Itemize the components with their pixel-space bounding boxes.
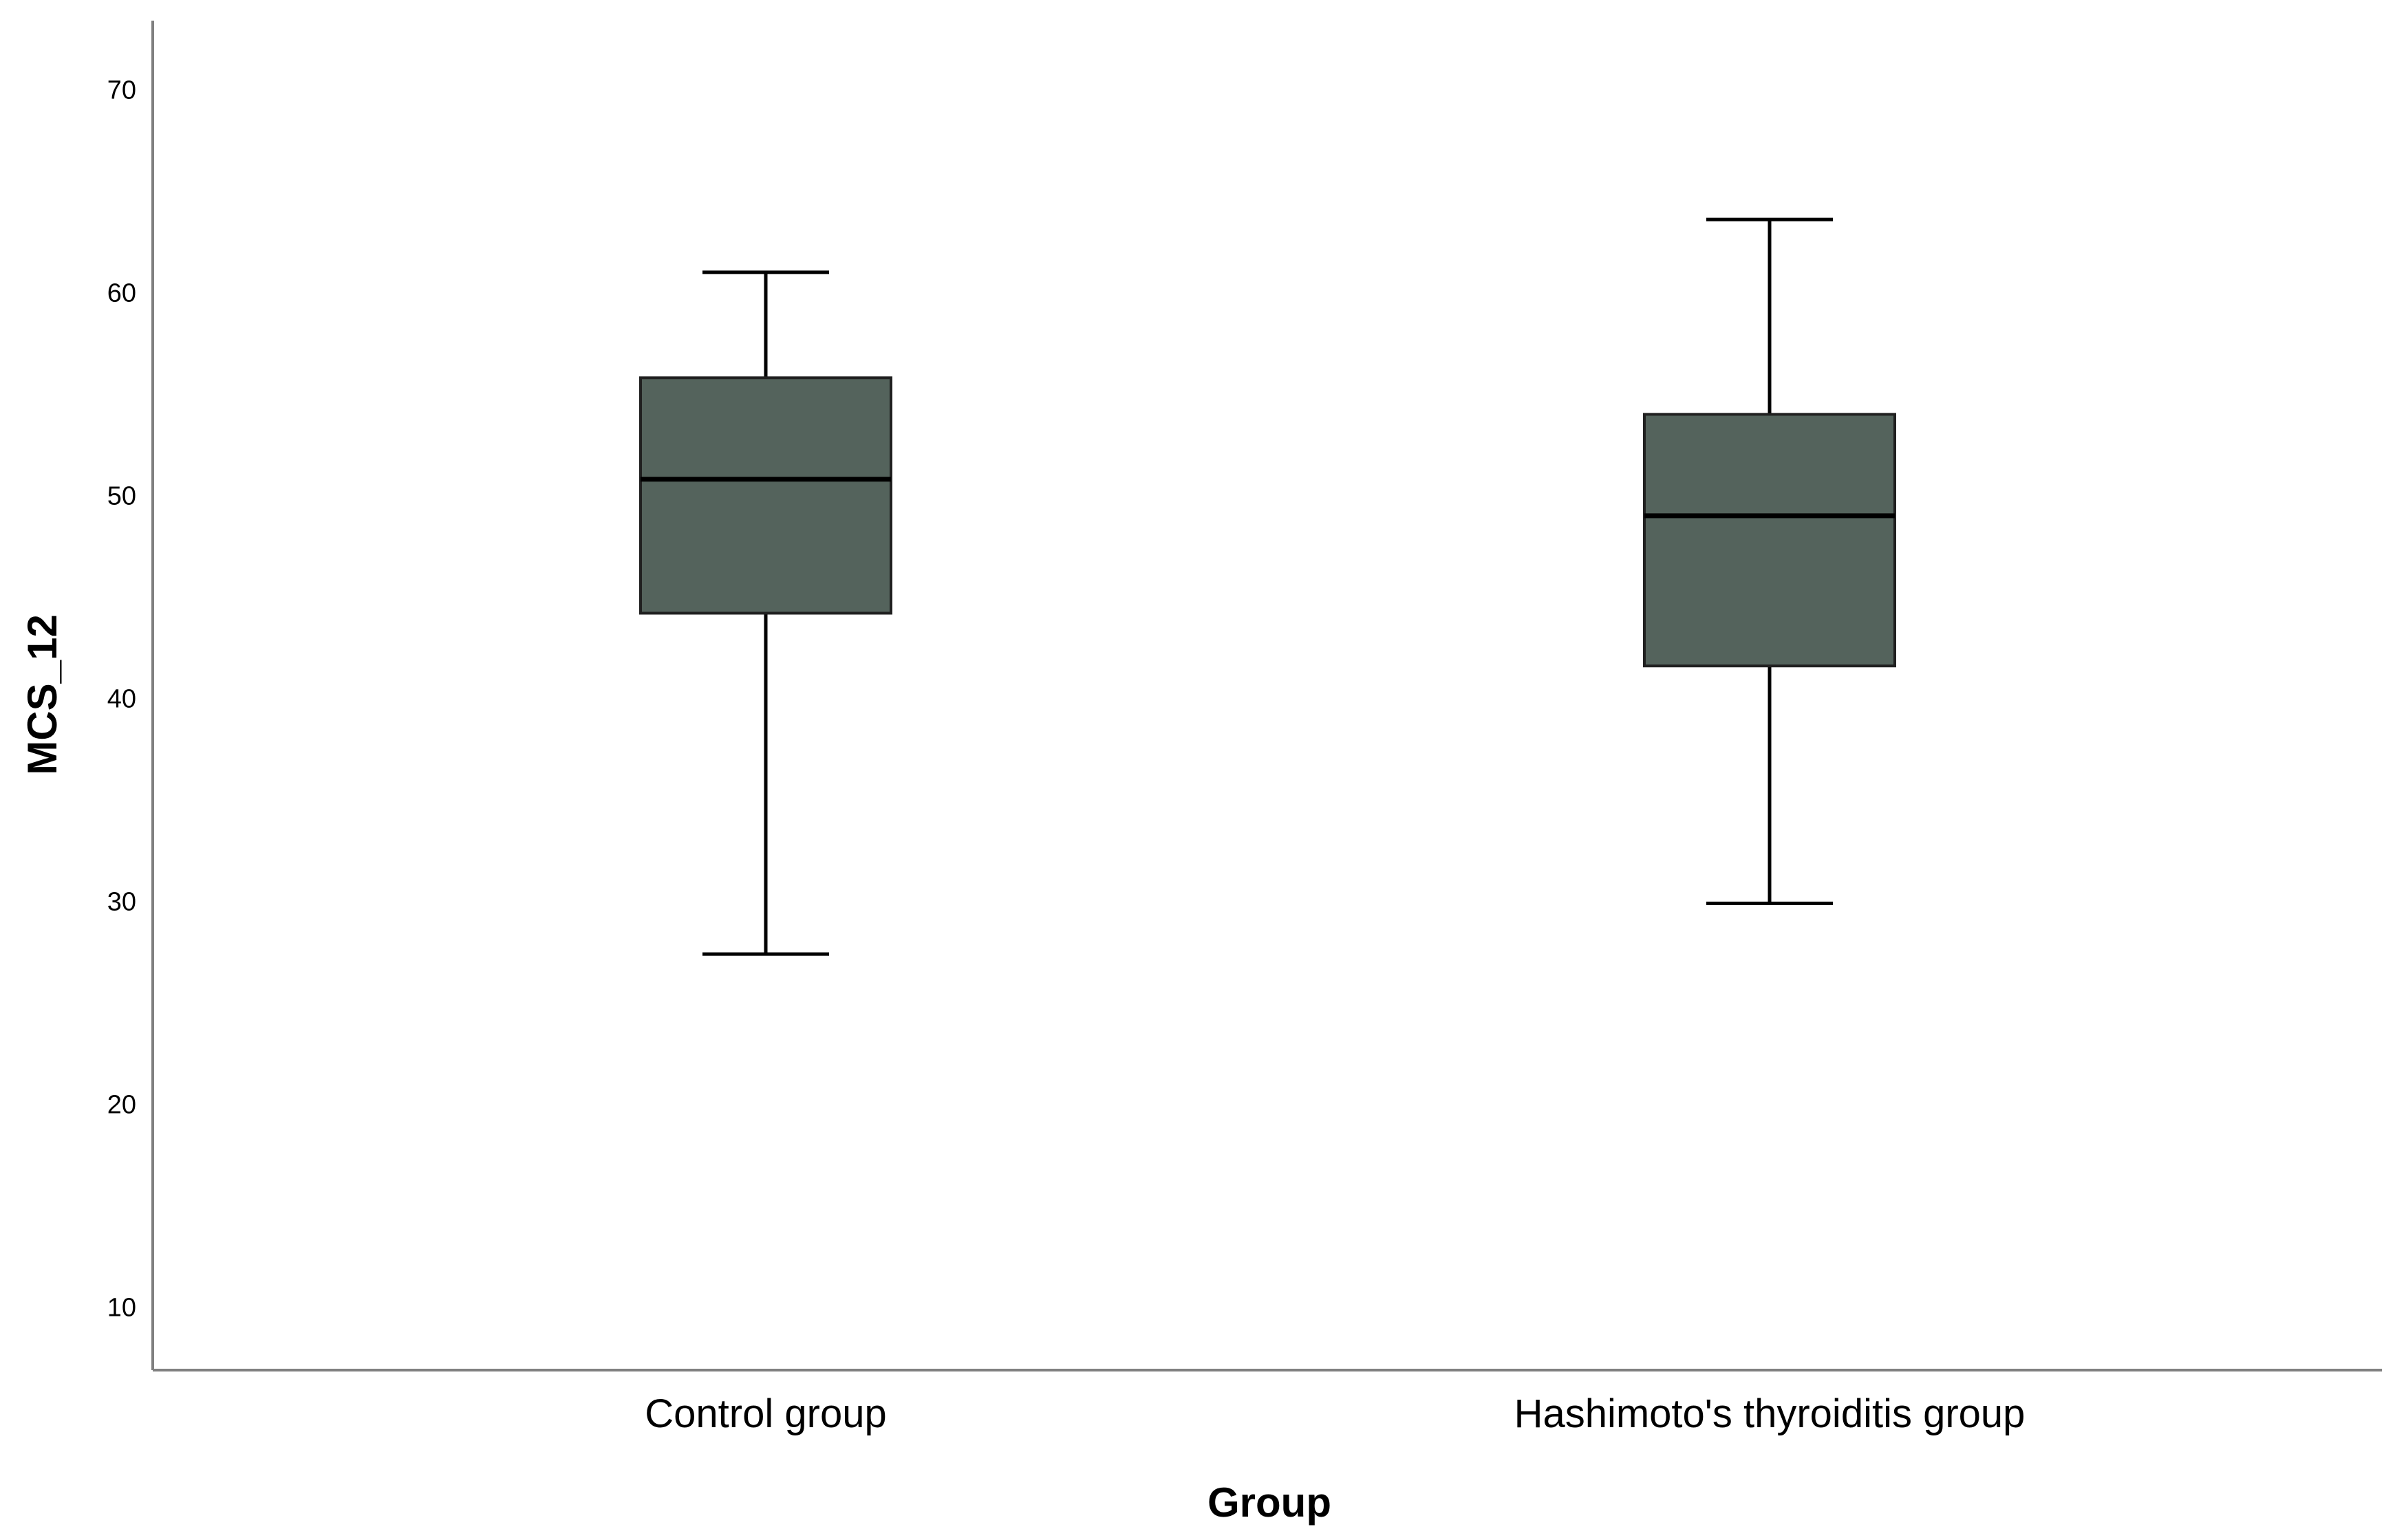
iqr-box: [639, 376, 892, 615]
y-tick-label: 10: [107, 1294, 136, 1323]
y-tick-label: 70: [107, 76, 136, 105]
x-axis-title: Group: [1207, 1479, 1331, 1526]
y-axis-ticks: 10 20 30 40 50 60 70: [107, 76, 136, 1322]
x-category-label: Hashimoto's thyroiditis group: [1514, 1391, 2026, 1436]
y-tick-label: 30: [107, 887, 136, 916]
x-category-label: Control group: [645, 1391, 886, 1436]
y-tick-label: 40: [107, 684, 136, 713]
box-group: [639, 270, 892, 956]
x-axis-categories: Control group Hashimoto's thyroiditis gro…: [645, 1391, 2025, 1436]
y-tick-label: 50: [107, 481, 136, 510]
y-tick-label: 60: [107, 279, 136, 307]
iqr-box: [1643, 413, 1896, 668]
box-plots: [639, 217, 1896, 956]
box-group: [1643, 217, 1896, 905]
y-tick-label: 20: [107, 1091, 136, 1120]
y-axis-title: MCS_12: [19, 614, 65, 774]
axes: [151, 21, 2382, 1371]
